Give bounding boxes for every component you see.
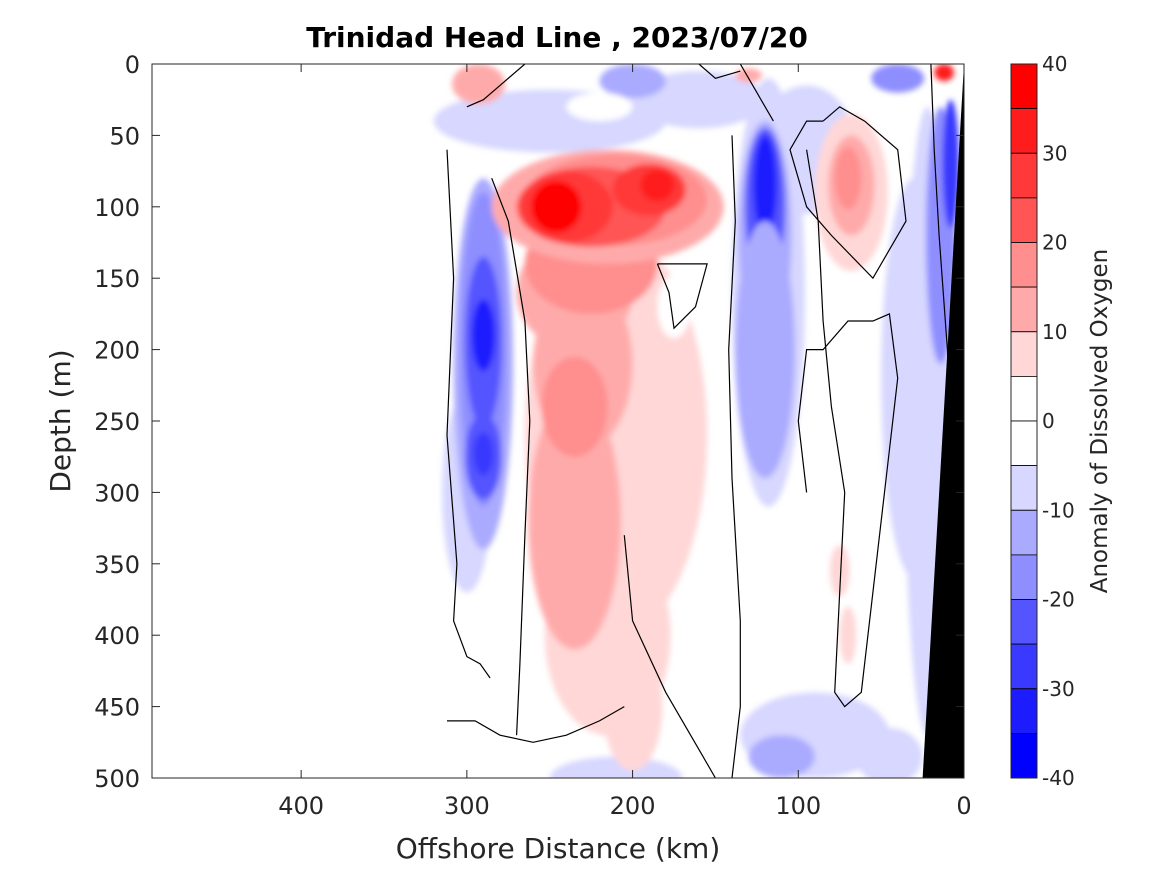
x-tick-label-300: 300 <box>444 792 490 820</box>
y-tick-label-200: 200 <box>94 337 140 365</box>
anomaly-patch-43 <box>829 545 850 597</box>
colorbar-tick-label-40: 40 <box>1042 52 1067 76</box>
zero-contour-8 <box>789 106 907 280</box>
colorbar-tick-label--20: -20 <box>1042 588 1075 612</box>
colorbar-swatch-6 <box>1010 331 1038 377</box>
anomaly-patch-24 <box>599 64 666 99</box>
y-tick-label-350: 350 <box>94 551 140 579</box>
anomaly-patch-42 <box>834 146 862 210</box>
anomaly-patch-19 <box>748 735 815 778</box>
x-tick-label-200: 200 <box>610 792 656 820</box>
colorbar: 40 30 20 10 0 -10 -20 -30 -40 <box>1010 52 1075 790</box>
zero-contour-4 <box>623 535 716 778</box>
colorbar-label: Anomaly of Dissolved Oxygen <box>1087 249 1113 594</box>
y-tick-label-500: 500 <box>94 765 140 793</box>
colorbar-swatch-14 <box>1010 688 1038 734</box>
x-axis: 400 300 200 100 0 <box>278 64 972 820</box>
colorbar-tick-label--10: -10 <box>1042 498 1075 522</box>
bathymetry-mask <box>922 64 964 778</box>
colorbar-swatch-11 <box>1010 554 1038 600</box>
y-tick-label-400: 400 <box>94 622 140 650</box>
colorbar-swatch-5 <box>1010 286 1038 333</box>
anomaly-patch-38 <box>531 181 582 233</box>
anomaly-patch-48 <box>657 275 691 339</box>
y-tick-label-250: 250 <box>94 408 140 436</box>
x-axis-label: Offshore Distance (km) <box>396 832 721 865</box>
x-tick-label-100: 100 <box>775 792 821 820</box>
zero-contour-11 <box>698 64 741 79</box>
anomaly-patch-13 <box>473 432 494 476</box>
colorbar-tick-label-0: 0 <box>1042 409 1055 433</box>
colorbar-swatch-7 <box>1010 375 1038 422</box>
zero-contour-6 <box>728 135 741 778</box>
y-tick-label-100: 100 <box>94 194 140 222</box>
zero-contour-10 <box>739 64 774 122</box>
colorbar-frame <box>1010 63 1038 779</box>
colorbar-swatch-9 <box>1010 465 1038 511</box>
colorbar-tick-label-20: 20 <box>1042 231 1067 255</box>
anomaly-patch-27 <box>602 642 663 771</box>
anomaly-patch-45 <box>452 64 505 104</box>
zero-contour-5 <box>656 263 708 330</box>
colorbar-swatch-1 <box>1010 108 1038 154</box>
anomaly-patch-44 <box>839 606 857 664</box>
anomaly-patch-39 <box>640 169 675 202</box>
anomaly-patch-17 <box>753 135 777 236</box>
colorbar-tick-label-30: 30 <box>1042 141 1067 165</box>
colorbar-swatch-2 <box>1010 152 1038 199</box>
anomaly-patch-18 <box>735 221 795 479</box>
y-tick-label-50: 50 <box>109 122 140 150</box>
zero-contour-1 <box>447 706 625 743</box>
anomaly-patch-7 <box>856 728 923 778</box>
anomaly-patch-46 <box>735 68 762 83</box>
zero-contour-2 <box>466 64 526 108</box>
colorbar-swatch-10 <box>1010 509 1038 556</box>
colorbar-swatch-4 <box>1010 242 1038 288</box>
zero-contour-7 <box>797 149 899 708</box>
x-tick-label-0: 0 <box>956 792 971 820</box>
zero-contour-3 <box>491 177 531 736</box>
colorbar-swatch-0 <box>1010 63 1038 109</box>
anomaly-field <box>433 64 964 778</box>
anomaly-patch-22 <box>942 99 959 229</box>
y-tick-label-0: 0 <box>125 51 140 79</box>
anomaly-patch-28 <box>528 392 621 650</box>
x-tick-label-400: 400 <box>278 792 324 820</box>
colorbar-swatch-15 <box>1010 733 1038 779</box>
anomaly-patch-12 <box>471 299 495 371</box>
anomaly-patch-23 <box>871 64 925 93</box>
colorbar-tick-label--30: -30 <box>1042 677 1075 701</box>
y-tick-label-450: 450 <box>94 694 140 722</box>
colorbar-swatch-12 <box>1010 599 1038 645</box>
colorbar-tick-label--40: -40 <box>1042 766 1075 790</box>
plot-area: 400 300 200 100 0 0 50 100 150 200 250 300 350 400 45… <box>94 51 971 820</box>
y-tick-label-300: 300 <box>94 479 140 507</box>
anomaly-patch-2 <box>632 71 766 129</box>
chart-title: Trinidad Head Line , 2023/07/20 <box>306 21 808 54</box>
anomaly-patch-49 <box>566 92 633 122</box>
colorbar-tick-label-10: 10 <box>1042 320 1067 344</box>
y-axis: 0 50 100 150 200 250 300 350 400 450 500 <box>94 51 964 793</box>
colorbar-swatch-3 <box>1010 197 1038 243</box>
anomaly-patch-31 <box>541 356 608 457</box>
anomaly-patch-6 <box>549 756 683 778</box>
colorbar-swatch-13 <box>1010 643 1038 690</box>
zero-contour-0 <box>446 149 491 679</box>
y-axis-label: Depth (m) <box>44 349 77 492</box>
y-tick-label-150: 150 <box>94 265 140 293</box>
colorbar-swatch-8 <box>1010 420 1038 466</box>
anomaly-patch-47 <box>934 64 954 82</box>
